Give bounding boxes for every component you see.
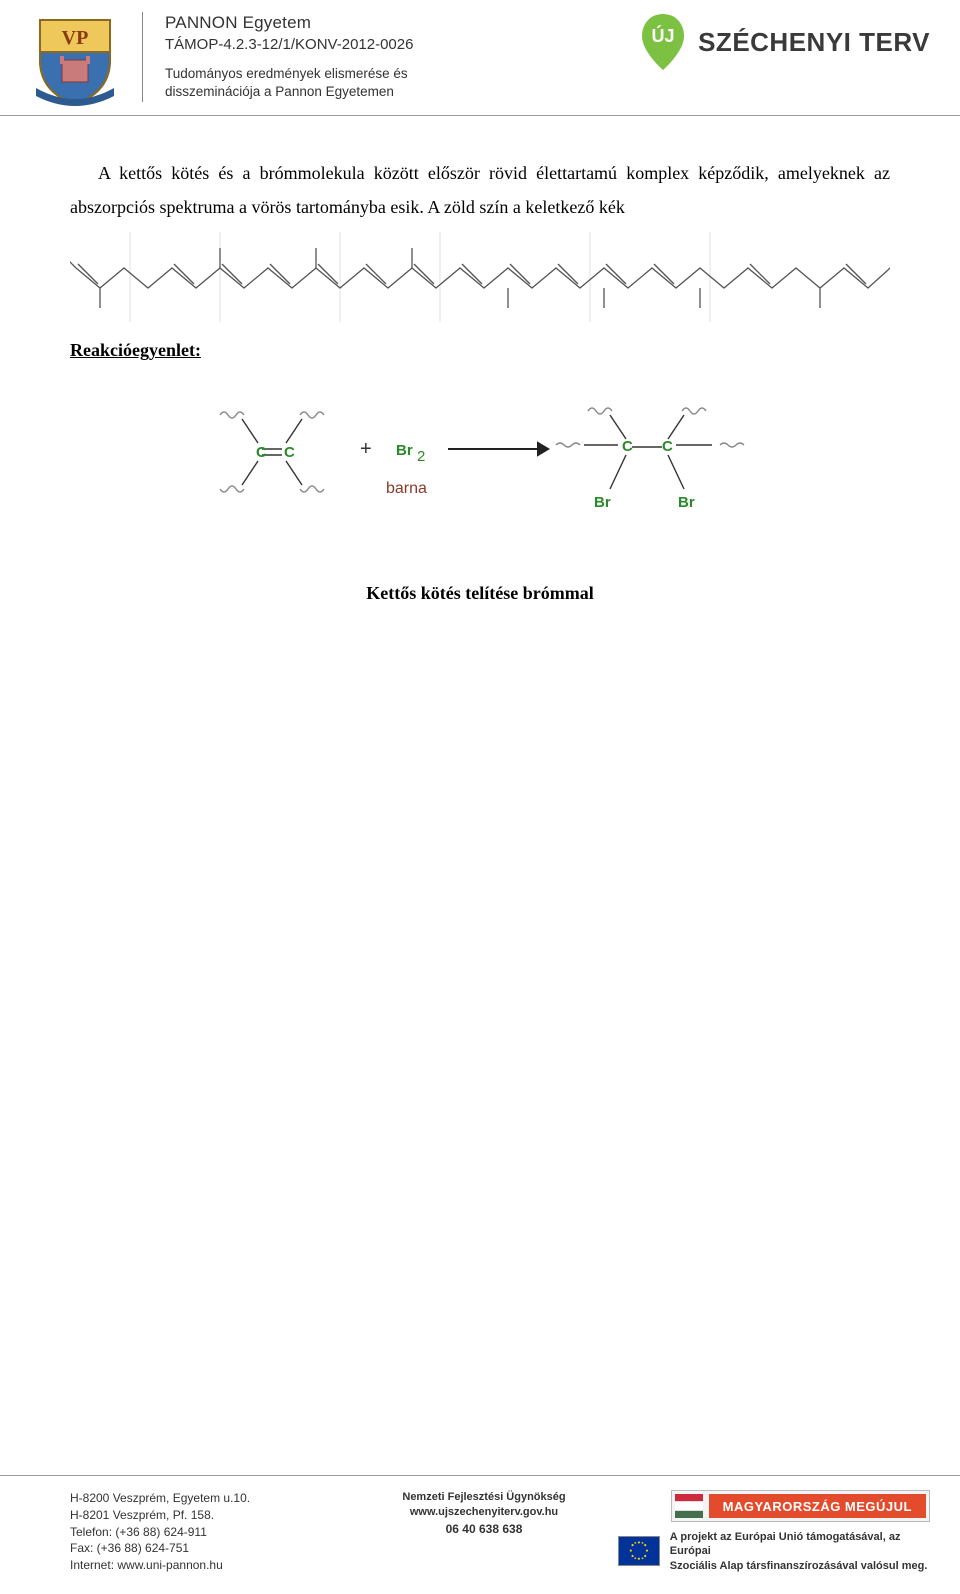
svg-text:+: +	[360, 438, 372, 460]
reaction-caption: Kettős kötés telítése brómmal	[70, 583, 890, 604]
footer-agency: Nemzeti Fejlesztési Ügynökség www.ujszec…	[374, 1490, 594, 1538]
eu-line2: Szociális Alap társfinanszírozásával val…	[670, 1559, 930, 1573]
svg-text:barna: barna	[386, 480, 427, 497]
hungary-renew-badge: MAGYARORSZÁG MEGÚJUL	[671, 1490, 930, 1522]
page-footer: H-8200 Veszprém, Egyetem u.10. H-8201 Ve…	[0, 1475, 960, 1594]
svg-text:C: C	[256, 444, 267, 461]
footer-web: Internet: www.uni-pannon.hu	[70, 1557, 350, 1574]
footer-fax: Fax: (+36 88) 624-751	[70, 1540, 350, 1557]
university-crest: VP	[30, 12, 120, 107]
svg-text:C: C	[662, 438, 673, 455]
project-code: TÁMOP-4.2.3-12/1/KONV-2012-0026	[165, 35, 626, 55]
eu-text: A projekt az Európai Unió támogatásával,…	[670, 1530, 930, 1573]
footer-addr2: H-8201 Veszprém, Pf. 158.	[70, 1507, 350, 1524]
svg-text:Br: Br	[594, 494, 611, 511]
footer-site: www.ujszechenyiterv.gov.hu	[374, 1505, 594, 1520]
page-header: VP PANNON Egyetem TÁMOP-4.2.3-12/1/KONV-…	[0, 0, 960, 116]
szechenyi-logo: ÚJ SZÉCHENYI TERV	[638, 12, 930, 72]
eu-cofinancing: A projekt az Európai Unió támogatásával,…	[618, 1530, 930, 1573]
reaction-scheme-wrap: C C + Br 2 barna	[70, 389, 890, 549]
page-content: A kettős kötés és a brómmolekula között …	[0, 116, 960, 604]
svg-text:2: 2	[417, 448, 425, 465]
header-subtitle-2: disszeminációja a Pannon Egyetemen	[165, 83, 626, 101]
footer-address: H-8200 Veszprém, Egyetem u.10. H-8201 Ve…	[70, 1490, 350, 1574]
intro-paragraph: A kettős kötés és a brómmolekula között …	[70, 156, 890, 224]
hungary-flag-icon	[675, 1494, 703, 1518]
reaction-heading: Reakcióegyenlet:	[70, 340, 890, 361]
pin-icon: ÚJ	[638, 12, 688, 72]
footer-nfu: Nemzeti Fejlesztési Ügynökség	[374, 1490, 594, 1505]
footer-phone: 06 40 638 638	[374, 1521, 594, 1538]
university-name: PANNON Egyetem	[165, 12, 626, 35]
svg-text:C: C	[284, 444, 295, 461]
eu-flag-icon	[618, 1536, 660, 1566]
lycopene-structure	[70, 232, 890, 322]
svg-text:Br: Br	[396, 442, 413, 459]
reaction-scheme: C C + Br 2 barna	[200, 389, 760, 549]
footer-tel: Telefon: (+36 88) 624-911	[70, 1524, 350, 1541]
szechenyi-label: SZÉCHENYI TERV	[698, 27, 930, 58]
header-divider	[142, 12, 143, 102]
header-text-block: PANNON Egyetem TÁMOP-4.2.3-12/1/KONV-201…	[165, 12, 626, 102]
svg-text:VP: VP	[62, 27, 89, 49]
eu-line1: A projekt az Európai Unió támogatásával,…	[670, 1530, 930, 1559]
footer-addr1: H-8200 Veszprém, Egyetem u.10.	[70, 1490, 350, 1507]
pin-label: ÚJ	[652, 25, 675, 46]
footer-right: MAGYARORSZÁG MEGÚJUL A projekt az Európa…	[618, 1490, 930, 1573]
header-subtitle-1: Tudományos eredmények elismerése és	[165, 65, 626, 83]
svg-text:C: C	[622, 438, 633, 455]
svg-text:Br: Br	[678, 494, 695, 511]
hungary-renew-label: MAGYARORSZÁG MEGÚJUL	[709, 1494, 926, 1518]
